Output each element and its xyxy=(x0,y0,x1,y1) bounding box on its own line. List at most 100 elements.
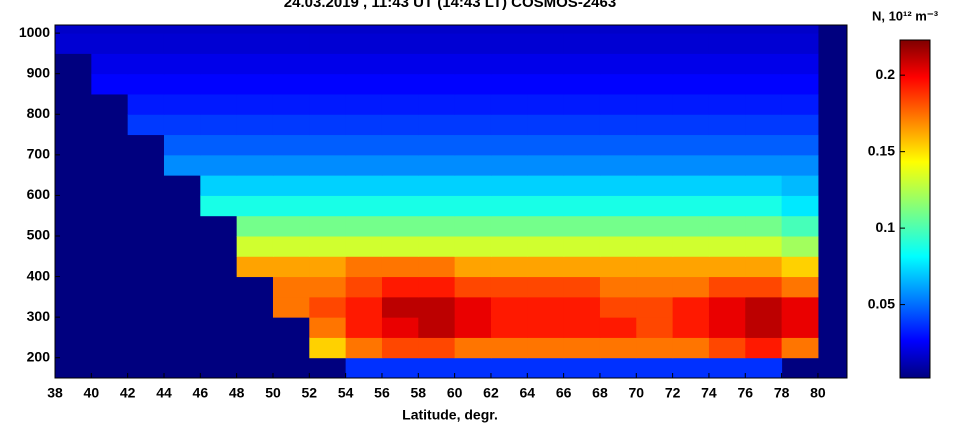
heat-cell xyxy=(381,317,419,338)
heat-cell xyxy=(636,337,674,359)
heat-cell xyxy=(381,215,419,237)
colorbar-label: N, 10¹² m⁻³ xyxy=(872,8,939,23)
heat-cell xyxy=(781,215,819,237)
heat-cell xyxy=(708,73,746,95)
heat-cell xyxy=(490,235,528,257)
heat-cell xyxy=(672,317,710,338)
heat-cell xyxy=(599,235,637,257)
heat-cell xyxy=(309,317,347,338)
heat-cell xyxy=(236,114,274,136)
heat-cell xyxy=(163,25,201,34)
heat-cell xyxy=(309,256,347,278)
heat-cell xyxy=(781,53,819,75)
heat-cell xyxy=(636,114,674,136)
heat-cell xyxy=(636,357,674,378)
x-tick-label: 58 xyxy=(411,385,427,401)
heat-cell xyxy=(490,276,528,298)
heat-cell xyxy=(599,195,637,217)
colorbar-tick-label: 0.2 xyxy=(876,66,896,82)
heat-cell xyxy=(200,73,238,95)
heat-cell xyxy=(745,256,783,278)
heat-cell xyxy=(272,215,310,237)
heat-cell xyxy=(636,256,674,278)
x-tick-label: 44 xyxy=(156,385,172,401)
heat-cell xyxy=(272,154,310,176)
heat-cell xyxy=(454,195,492,217)
heat-cell xyxy=(381,357,419,378)
heat-cell xyxy=(236,235,274,257)
x-tick-label: 80 xyxy=(810,385,826,401)
heat-cell xyxy=(527,33,565,54)
heat-cell xyxy=(200,134,238,156)
heat-cell xyxy=(599,175,637,196)
heat-cell xyxy=(527,73,565,95)
heat-cell xyxy=(636,276,674,298)
heat-cell xyxy=(345,195,383,217)
heat-cell xyxy=(708,154,746,176)
heat-cell xyxy=(55,25,92,34)
heat-cell xyxy=(345,256,383,278)
heat-cell xyxy=(781,93,819,115)
heat-cell xyxy=(563,296,601,318)
heat-cell xyxy=(381,296,419,318)
heat-cell xyxy=(345,33,383,54)
heat-cell xyxy=(200,114,238,136)
heat-cell xyxy=(563,317,601,338)
x-tick-label: 42 xyxy=(120,385,136,401)
y-tick-label: 200 xyxy=(27,348,51,364)
heat-cell xyxy=(672,215,710,237)
y-tick-label: 1000 xyxy=(19,24,50,40)
heat-cell xyxy=(272,25,310,34)
heat-cell xyxy=(200,154,238,176)
heat-cell xyxy=(781,195,819,217)
heat-cell xyxy=(672,175,710,196)
heat-cell xyxy=(781,296,819,318)
heat-cell xyxy=(454,337,492,359)
heat-cell xyxy=(309,175,347,196)
y-tick-label: 400 xyxy=(27,267,51,283)
y-tick-label: 500 xyxy=(27,227,51,243)
heat-cell xyxy=(781,175,819,196)
heat-cell xyxy=(563,276,601,298)
heat-cell xyxy=(200,53,238,75)
heat-cell xyxy=(309,215,347,237)
heat-cell xyxy=(708,25,746,34)
heat-cell xyxy=(708,175,746,196)
heat-cell xyxy=(781,317,819,338)
heat-cell xyxy=(163,114,201,136)
heat-cell xyxy=(345,296,383,318)
heat-cell xyxy=(527,357,565,378)
heat-cell xyxy=(272,33,310,54)
heat-cell xyxy=(418,53,456,75)
heat-cell xyxy=(708,53,746,75)
heat-cell xyxy=(490,175,528,196)
x-tick-label: 50 xyxy=(265,385,281,401)
heat-cell xyxy=(272,235,310,257)
heat-cell xyxy=(490,114,528,136)
heat-cell xyxy=(345,276,383,298)
heat-cell xyxy=(418,154,456,176)
heat-cell xyxy=(708,296,746,318)
x-tick-label: 74 xyxy=(701,385,717,401)
heat-cell xyxy=(163,93,201,115)
heat-cell xyxy=(599,33,637,54)
heat-cell xyxy=(599,53,637,75)
heat-cell xyxy=(490,53,528,75)
heat-cell xyxy=(200,93,238,115)
heat-cell xyxy=(418,73,456,95)
x-tick-label: 60 xyxy=(447,385,463,401)
heat-cell xyxy=(527,134,565,156)
heat-cell xyxy=(672,73,710,95)
heat-cell xyxy=(745,276,783,298)
heat-cell xyxy=(236,256,274,278)
heat-cell xyxy=(272,195,310,217)
heat-cell xyxy=(599,154,637,176)
heat-cell xyxy=(490,73,528,95)
heat-cell xyxy=(345,154,383,176)
heat-cell xyxy=(309,33,347,54)
heat-cell xyxy=(781,337,819,359)
heat-cell xyxy=(418,114,456,136)
heat-cell xyxy=(563,53,601,75)
heat-cell xyxy=(636,154,674,176)
